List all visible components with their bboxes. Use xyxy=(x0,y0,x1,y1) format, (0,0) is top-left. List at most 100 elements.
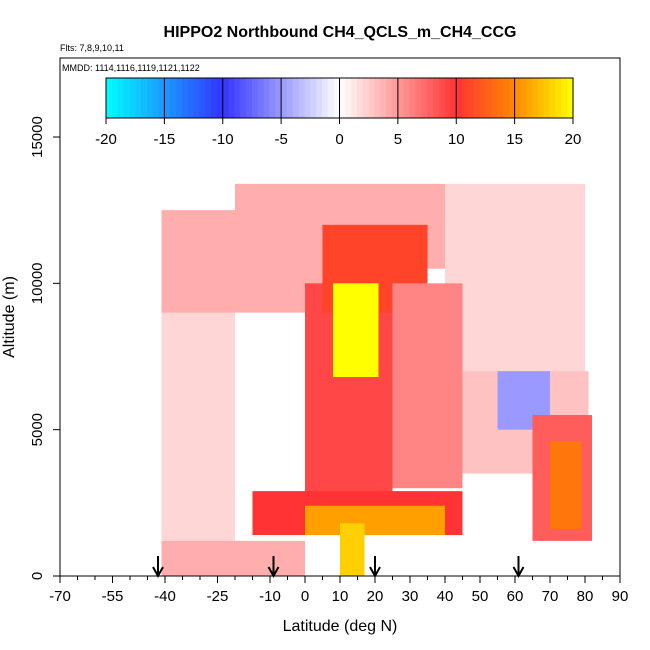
x-tick-label: -70 xyxy=(49,588,71,605)
heat-region-low-core xyxy=(305,505,445,536)
colorbar-swatch xyxy=(117,78,125,118)
colorbar-swatch xyxy=(129,78,136,118)
colorbar-swatch xyxy=(438,78,446,118)
x-tick-label: 70 xyxy=(542,588,559,605)
colorbar-swatch xyxy=(362,78,370,118)
profile-arrow-head xyxy=(152,566,164,579)
colorbar-swatch xyxy=(135,78,142,118)
colorbar-swatch xyxy=(216,78,224,118)
colorbar-tick-label: -20 xyxy=(95,131,117,148)
profile-arrow-head xyxy=(369,566,381,579)
colorbar-swatch xyxy=(106,78,113,118)
colorbar-swatch xyxy=(508,78,516,118)
colorbar-swatch xyxy=(187,78,195,118)
colorbar-swatch xyxy=(502,78,510,118)
x-tick-label: 50 xyxy=(472,588,489,605)
colorbar-swatch xyxy=(555,78,562,118)
colorbar-swatch xyxy=(327,78,335,118)
colorbar-swatch xyxy=(444,78,452,118)
colorbar-swatch xyxy=(561,78,568,118)
y-tick-label: 15000 xyxy=(29,116,46,158)
colorbar-swatch xyxy=(427,78,434,118)
colorbar-swatch xyxy=(526,78,533,118)
colorbar-swatch xyxy=(281,78,288,118)
colorbar-swatch xyxy=(497,78,504,118)
colorbar-swatch xyxy=(543,78,551,118)
x-tick-label: -55 xyxy=(102,588,124,605)
colorbar-swatch xyxy=(339,78,346,118)
colorbar-swatch xyxy=(228,78,236,118)
colorbar-swatch xyxy=(357,78,364,118)
x-axis: -70 -55 -40 -25 -10 0 10 20 30 40 50 60 70 80 90 xyxy=(49,576,628,605)
colorbar-swatch xyxy=(485,78,492,118)
x-tick-label: 30 xyxy=(402,588,419,605)
colorbar-swatch xyxy=(374,78,381,118)
colorbar-swatch xyxy=(199,78,206,118)
colorbar-tick-label: -15 xyxy=(154,131,176,148)
colorbar-tick-label: 15 xyxy=(506,131,523,148)
colorbar-swatch xyxy=(456,78,463,118)
colorbar-swatch xyxy=(123,78,130,118)
colorbar-swatch xyxy=(549,78,557,118)
x-axis-label: Latitude (deg N) xyxy=(283,618,398,635)
colorbar-swatch xyxy=(333,78,341,118)
colorbar-swatch xyxy=(450,78,457,118)
colorbar-swatch xyxy=(467,78,475,118)
colorbar-swatch xyxy=(520,78,527,118)
colorbar-swatch xyxy=(380,78,387,118)
x-tick-label: -25 xyxy=(207,588,229,605)
colorbar-swatch xyxy=(146,78,154,118)
x-tick-label: -40 xyxy=(154,588,176,605)
dates-label: MMDD: 1114,1116,1119,1121,1122 xyxy=(62,63,200,73)
profile-arrows xyxy=(152,556,525,579)
flights-label: Flts: 7,8,9,10,11 xyxy=(60,43,124,53)
y-tick-label: 5000 xyxy=(29,413,46,446)
colorbar-swatch xyxy=(345,78,352,118)
colorbar-swatch xyxy=(310,78,317,118)
x-tick-label: 90 xyxy=(612,588,629,605)
x-tick-label: 60 xyxy=(507,588,524,605)
y-tick-label: 0 xyxy=(29,572,46,580)
colorbar-tick-label: 10 xyxy=(448,131,465,148)
y-axis-label: Altitude (m) xyxy=(1,276,18,358)
heat-region-north-wedge-core xyxy=(550,441,582,530)
colorbar-swatch xyxy=(263,78,271,118)
colorbar-swatch xyxy=(158,78,165,118)
y-tick-label: 10000 xyxy=(29,262,46,304)
heat-region-diag-band xyxy=(392,283,463,489)
colorbar-swatch xyxy=(152,78,160,118)
colorbar-swatch xyxy=(205,78,212,118)
y-axis: 0 5000 10000 15000 xyxy=(29,116,60,580)
colorbar-swatch xyxy=(240,78,247,118)
x-tick-label: 0 xyxy=(301,588,309,605)
colorbar-swatch xyxy=(321,78,329,118)
colorbar-swatch xyxy=(479,78,487,118)
colorbar-swatch xyxy=(222,78,230,118)
colorbar-swatch xyxy=(392,78,399,118)
colorbar-swatch xyxy=(368,78,376,118)
colorbar-swatch xyxy=(286,78,294,118)
colorbar-swatch xyxy=(164,78,171,118)
x-tick-label: 10 xyxy=(332,588,349,605)
colorbar-swatch xyxy=(473,78,481,118)
heat-region-surface-band xyxy=(340,523,365,576)
colorbar-swatch xyxy=(397,78,405,118)
colorbar-swatch xyxy=(141,78,148,118)
colorbar-swatch xyxy=(514,78,522,118)
colorbar-swatch xyxy=(269,78,276,118)
colorbar-tick-label: -5 xyxy=(274,131,287,148)
heat-region-core-max xyxy=(333,283,379,377)
chart-title: HIPPO2 Northbound CH4_QCLS_m_CH4_CCG xyxy=(164,24,517,41)
colorbar-swatch xyxy=(316,78,323,118)
profile-arrow-head xyxy=(512,566,525,579)
colorbar-tick-label: 5 xyxy=(394,131,402,148)
colorbar-swatch xyxy=(351,78,358,118)
colorbar-swatch xyxy=(298,78,306,118)
colorbar-swatch xyxy=(432,78,440,118)
x-tick-label: 80 xyxy=(577,588,594,605)
x-tick-label: -10 xyxy=(259,588,281,605)
heat-region-upper-north xyxy=(445,183,585,386)
colorbar: -20 -15 -10 -5 0 5 10 15 20 xyxy=(95,77,581,148)
colorbar-swatch xyxy=(111,78,119,118)
